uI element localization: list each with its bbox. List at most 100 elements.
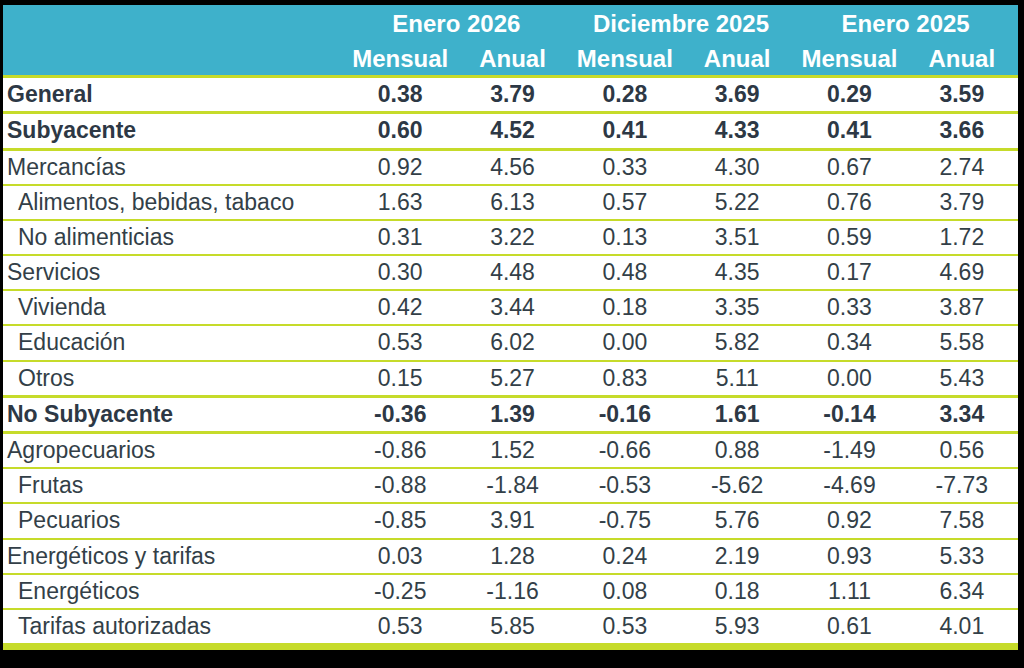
value-cell: 3.91	[456, 503, 568, 538]
row-label: Energéticos y tarifas	[3, 539, 344, 574]
table-row: Frutas-0.88-1.84-0.53-5.62-4.69-7.73	[3, 468, 1018, 503]
value-cell: 3.59	[906, 77, 1018, 113]
measure-header: Mensual	[569, 42, 681, 77]
table-row: No alimenticias0.313.220.133.510.591.72	[3, 220, 1018, 255]
table-row: Energéticos-0.25-1.160.080.181.116.34	[3, 574, 1018, 609]
row-label: Subyacente	[3, 113, 344, 149]
value-cell: 0.33	[793, 290, 905, 325]
value-cell: -0.66	[569, 433, 681, 469]
value-cell: 0.41	[569, 113, 681, 149]
value-cell: 5.58	[906, 325, 1018, 360]
value-cell: 5.85	[456, 609, 568, 644]
value-cell: -5.62	[681, 468, 793, 503]
value-cell: 0.42	[344, 290, 456, 325]
value-cell: 0.29	[793, 77, 905, 113]
value-cell: 3.87	[906, 290, 1018, 325]
value-cell: 4.35	[681, 255, 793, 290]
table-body: General0.383.790.283.690.293.59Subyacent…	[3, 77, 1018, 645]
value-cell: 3.44	[456, 290, 568, 325]
table-header: Enero 2026Diciembre 2025Enero 2025Mensua…	[3, 5, 1018, 77]
table-row: Vivienda0.423.440.183.350.333.87	[3, 290, 1018, 325]
value-cell: 0.61	[793, 609, 905, 644]
value-cell: 0.92	[344, 149, 456, 185]
table-row: Pecuarios-0.853.91-0.755.760.927.58	[3, 503, 1018, 538]
value-cell: 0.30	[344, 255, 456, 290]
value-cell: 0.08	[569, 574, 681, 609]
value-cell: 3.79	[456, 77, 568, 113]
value-cell: 3.79	[906, 185, 1018, 220]
value-cell: -0.88	[344, 468, 456, 503]
corner-cell	[3, 42, 344, 77]
value-cell: 0.17	[793, 255, 905, 290]
value-cell: -0.53	[569, 468, 681, 503]
value-cell: 0.15	[344, 361, 456, 397]
table-row: Servicios0.304.480.484.350.174.69	[3, 255, 1018, 290]
value-cell: 0.53	[344, 325, 456, 360]
table-row: Alimentos, bebidas, tabaco1.636.130.575.…	[3, 185, 1018, 220]
value-cell: 5.33	[906, 539, 1018, 574]
measure-header: Anual	[681, 42, 793, 77]
value-cell: 0.56	[906, 433, 1018, 469]
row-label: Pecuarios	[3, 503, 344, 538]
value-cell: 0.57	[569, 185, 681, 220]
value-cell: 0.92	[793, 503, 905, 538]
corner-cell	[3, 5, 344, 42]
value-cell: -1.49	[793, 433, 905, 469]
value-cell: 4.30	[681, 149, 793, 185]
row-label: Mercancías	[3, 149, 344, 185]
value-cell: 0.31	[344, 220, 456, 255]
row-label: No alimenticias	[3, 220, 344, 255]
row-label: Educación	[3, 325, 344, 360]
value-cell: 0.18	[569, 290, 681, 325]
table-row: Tarifas autorizadas0.535.850.535.930.614…	[3, 609, 1018, 644]
row-label: Frutas	[3, 468, 344, 503]
value-cell: 0.00	[569, 325, 681, 360]
value-cell: -0.16	[569, 396, 681, 432]
value-cell: 1.39	[456, 396, 568, 432]
value-cell: 5.27	[456, 361, 568, 397]
period-header-row: Enero 2026Diciembre 2025Enero 2025	[3, 5, 1018, 42]
value-cell: -0.25	[344, 574, 456, 609]
table-row: No Subyacente-0.361.39-0.161.61-0.143.34	[3, 396, 1018, 432]
measure-header: Mensual	[344, 42, 456, 77]
value-cell: 5.76	[681, 503, 793, 538]
value-cell: -0.36	[344, 396, 456, 432]
row-label: Alimentos, bebidas, tabaco	[3, 185, 344, 220]
value-cell: 3.22	[456, 220, 568, 255]
row-label: Otros	[3, 361, 344, 397]
value-cell: 1.72	[906, 220, 1018, 255]
value-cell: -4.69	[793, 468, 905, 503]
value-cell: 0.41	[793, 113, 905, 149]
value-cell: -1.16	[456, 574, 568, 609]
measure-header: Anual	[906, 42, 1018, 77]
value-cell: 6.34	[906, 574, 1018, 609]
value-cell: 4.33	[681, 113, 793, 149]
value-cell: 3.35	[681, 290, 793, 325]
value-cell: 0.28	[569, 77, 681, 113]
value-cell: 4.56	[456, 149, 568, 185]
value-cell: 1.11	[793, 574, 905, 609]
value-cell: 0.59	[793, 220, 905, 255]
value-cell: 0.03	[344, 539, 456, 574]
value-cell: 1.28	[456, 539, 568, 574]
table-row: Agropecuarios-0.861.52-0.660.88-1.490.56	[3, 433, 1018, 469]
value-cell: 4.01	[906, 609, 1018, 644]
value-cell: 6.13	[456, 185, 568, 220]
value-cell: 1.61	[681, 396, 793, 432]
table-row: Mercancías0.924.560.334.300.672.74	[3, 149, 1018, 185]
measure-header: Anual	[456, 42, 568, 77]
row-label: Vivienda	[3, 290, 344, 325]
value-cell: 0.48	[569, 255, 681, 290]
value-cell: 5.11	[681, 361, 793, 397]
value-cell: 6.02	[456, 325, 568, 360]
measure-header-row: MensualAnualMensualAnualMensualAnual	[3, 42, 1018, 77]
value-cell: -0.14	[793, 396, 905, 432]
value-cell: 2.74	[906, 149, 1018, 185]
value-cell: 0.38	[344, 77, 456, 113]
value-cell: 0.13	[569, 220, 681, 255]
value-cell: 0.53	[344, 609, 456, 644]
value-cell: 0.18	[681, 574, 793, 609]
value-cell: -7.73	[906, 468, 1018, 503]
value-cell: 0.76	[793, 185, 905, 220]
value-cell: 3.69	[681, 77, 793, 113]
